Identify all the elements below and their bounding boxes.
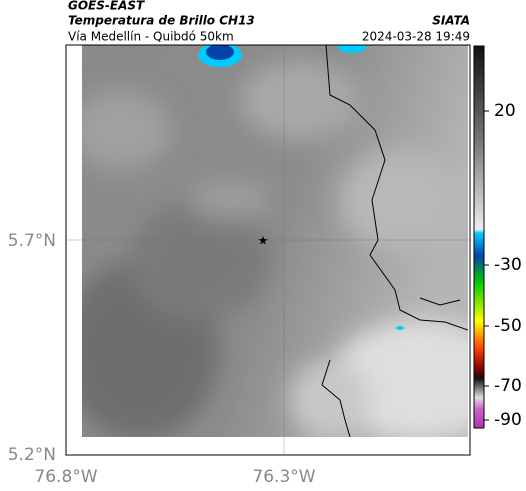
lat-label: 5.2°N (8, 445, 56, 465)
source: SIATA (432, 14, 470, 28)
title: Temperatura de Brillo CH13 (68, 14, 255, 28)
colorbar-tick-label: -30 (494, 255, 522, 275)
datetime: 2024-03-28 19:49 (362, 30, 470, 44)
colorbar (473, 45, 485, 429)
colorbar-tick-label: -90 (494, 410, 522, 430)
colorbar-tick-label: 20 (494, 101, 516, 121)
product: GOES-EAST (68, 0, 145, 13)
subtitle: Vía Medellín - Quibdó 50km (68, 30, 234, 44)
colorbar-tick-label: -50 (494, 316, 522, 336)
colorbar-ticks: 20 -30 -50 -70 -90 (484, 101, 522, 430)
colorbar-tick-label: -70 (494, 376, 522, 396)
lon-label: 76.8°W (34, 467, 97, 487)
lat-label: 5.7°N (8, 231, 56, 251)
map-frame (65, 44, 471, 456)
satellite-image (82, 45, 468, 437)
svg-text:★: ★ (258, 234, 269, 248)
lon-label: 76.3°W (252, 467, 315, 487)
